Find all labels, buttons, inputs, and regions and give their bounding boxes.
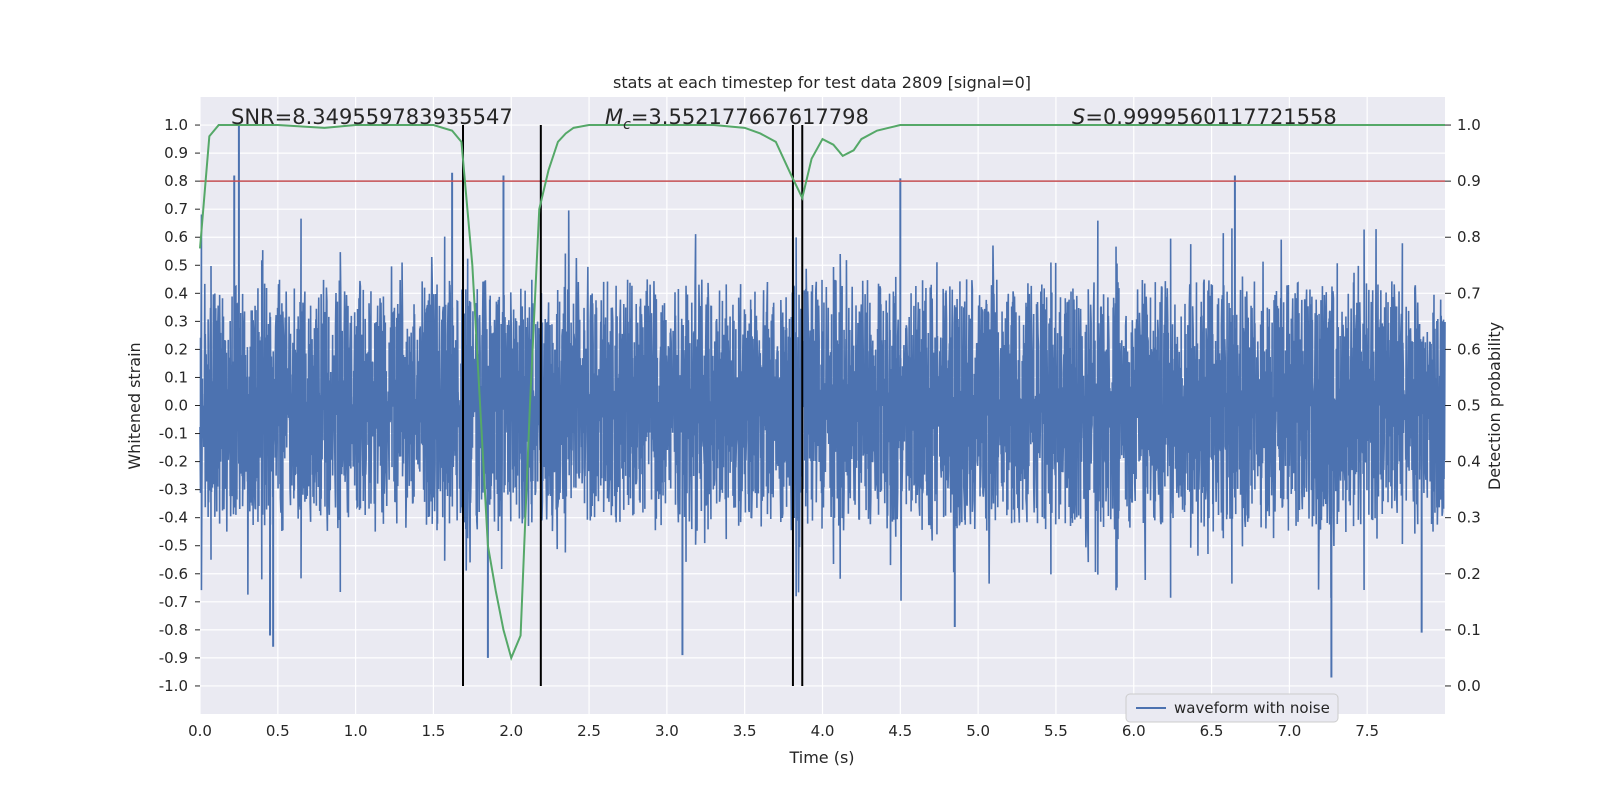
left-tick-label: -0.2 xyxy=(159,453,188,471)
left-tick-label: 0.0 xyxy=(164,397,188,415)
left-tick-label: -0.8 xyxy=(159,621,188,639)
left-tick-label: -0.9 xyxy=(159,649,188,667)
overlay-layer xyxy=(199,124,1445,686)
legend-box xyxy=(1125,693,1339,723)
left-tick-label: -0.1 xyxy=(159,425,188,443)
x-axis-label: Time (s) xyxy=(788,748,854,767)
chirp-mass-annotation: Mc=3.552177667617798 xyxy=(605,105,869,133)
left-tick-label: -1.0 xyxy=(159,677,188,695)
x-tick-label: 2.5 xyxy=(577,722,601,740)
chirp-mass-value: =3.552177667617798 xyxy=(631,105,869,129)
right-tick-label: 0.4 xyxy=(1457,453,1481,471)
s-symbol: S xyxy=(1072,105,1085,129)
left-tick-label: -0.5 xyxy=(159,537,188,555)
left-y-tick-labels: 1.0 0.9 0.8 0.7 0.6 0.5 0.4 0.3 0.2 0.1 0.0 -0.1 -0.… xyxy=(159,116,200,695)
detection-probability-line xyxy=(199,124,1445,661)
snr-annotation: SNR=8.349559783935547 xyxy=(231,105,513,129)
left-tick-label: -0.3 xyxy=(159,481,188,499)
x-tick-label: 3.5 xyxy=(733,722,757,740)
right-y-tick-labels: 1.0 0.9 0.8 0.7 0.6 0.5 0.4 0.3 0.2 0.1 0.0 xyxy=(1445,116,1481,695)
s-annotation: S=0.9999560117721558 xyxy=(1072,105,1337,129)
left-tick-label: 0.5 xyxy=(164,256,188,274)
left-tick-label: 1.0 xyxy=(164,116,188,134)
right-tick-label: 1.0 xyxy=(1457,116,1481,134)
x-tick-label: 7.0 xyxy=(1277,722,1301,740)
chart-title: stats at each timestep for test data 280… xyxy=(613,73,1031,92)
x-tick-label: 5.5 xyxy=(1044,722,1068,740)
right-tick-label: 0.9 xyxy=(1457,172,1481,190)
left-tick-label: -0.7 xyxy=(159,593,188,611)
left-tick-label: 0.3 xyxy=(164,312,188,330)
x-tick-label: 1.0 xyxy=(344,722,368,740)
chirp-mass-subscript: c xyxy=(623,117,631,133)
x-tick-label: 4.0 xyxy=(811,722,835,740)
x-tick-label: 6.5 xyxy=(1200,722,1224,740)
waveform-trace xyxy=(199,210,1446,601)
left-tick-label: 0.4 xyxy=(164,284,188,302)
right-tick-label: 0.1 xyxy=(1457,621,1481,639)
left-tick-label: 0.6 xyxy=(164,228,188,246)
right-tick-label: 0.7 xyxy=(1457,284,1481,302)
left-tick-label: 0.7 xyxy=(164,200,188,218)
x-tick-label: 0.5 xyxy=(266,722,290,740)
left-tick-label: -0.4 xyxy=(159,509,188,527)
s-value: =0.9999560117721558 xyxy=(1085,105,1336,129)
legend-label: waveform with noise xyxy=(1174,699,1330,717)
x-tick-label: 6.0 xyxy=(1122,722,1146,740)
y-axis-label-left: Whitened strain xyxy=(125,342,144,469)
left-tick-label: 0.1 xyxy=(164,368,188,386)
left-tick-label: 0.9 xyxy=(164,144,188,162)
left-tick-label: 0.8 xyxy=(164,172,188,190)
right-tick-label: 0.6 xyxy=(1457,340,1481,358)
x-tick-label: 0.0 xyxy=(188,722,212,740)
y-axis-label-right: Detection probability xyxy=(1485,322,1504,490)
right-tick-label: 0.2 xyxy=(1457,565,1481,583)
x-tick-labels: 0.0 0.5 1.0 1.5 2.0 2.5 3.0 3.5 4.0 4.5 5.0 5.5 6.0 6… xyxy=(188,722,1379,740)
legend: waveform with noise xyxy=(1125,693,1339,723)
x-tick-label: 1.5 xyxy=(422,722,446,740)
x-tick-label: 2.0 xyxy=(499,722,523,740)
chirp-mass-symbol: M xyxy=(605,105,623,129)
x-tick-label: 3.0 xyxy=(655,722,679,740)
x-tick-label: 7.5 xyxy=(1355,722,1379,740)
right-tick-label: 0.5 xyxy=(1457,397,1481,415)
left-tick-label: -0.6 xyxy=(159,565,188,583)
x-tick-label: 5.0 xyxy=(966,722,990,740)
x-tick-label: 4.5 xyxy=(888,722,912,740)
right-tick-label: 0.8 xyxy=(1457,228,1481,246)
right-tick-label: 0.3 xyxy=(1457,509,1481,527)
left-tick-label: 0.2 xyxy=(164,340,188,358)
right-tick-label: 0.0 xyxy=(1457,677,1481,695)
